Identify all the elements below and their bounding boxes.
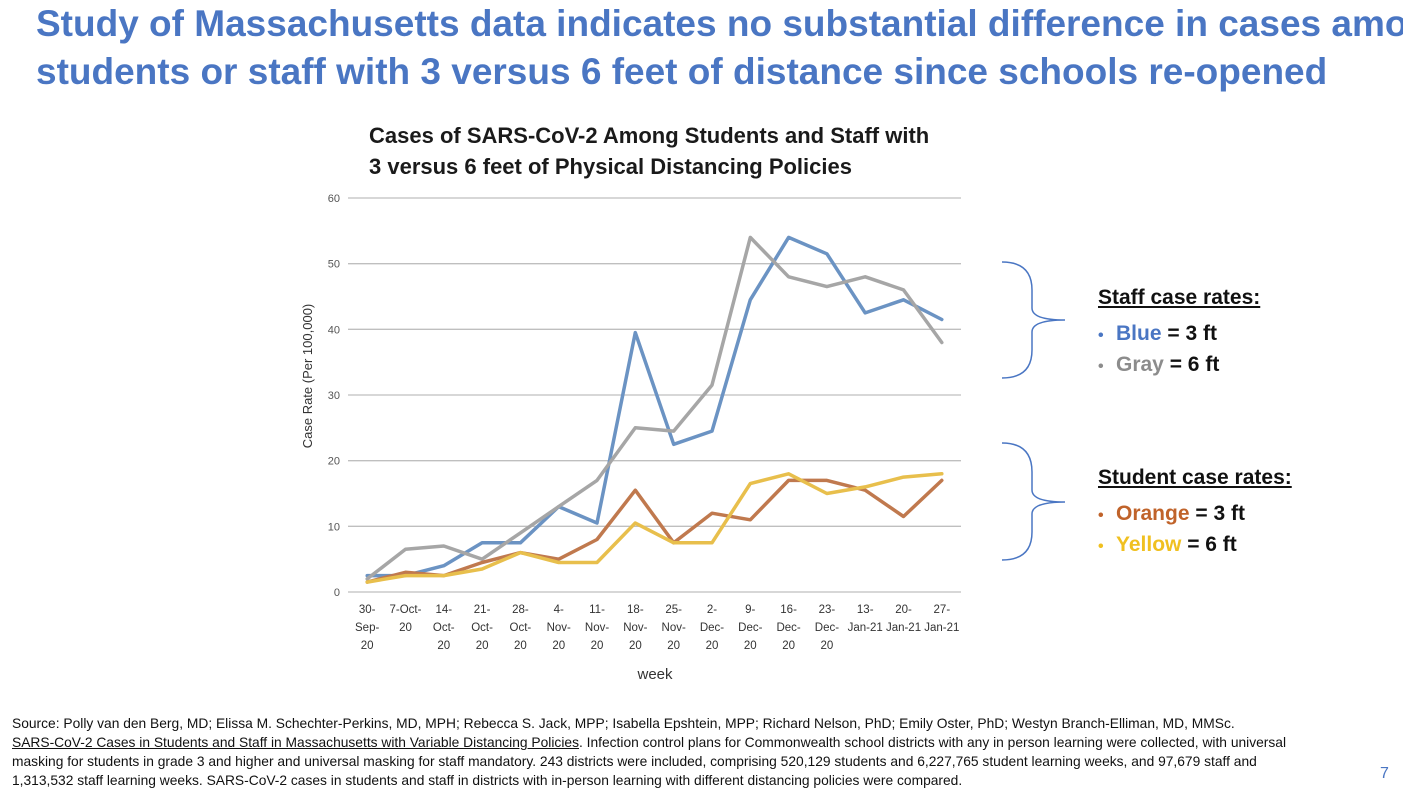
legend-gray-label: Gray	[1116, 353, 1164, 376]
x-tick-label: 4-Nov-20	[547, 604, 571, 652]
y-tick-label: 50	[328, 259, 340, 271]
bullet-icon: •	[1098, 507, 1104, 524]
slide-title: Study of Massachusetts data indicates no…	[36, 0, 1403, 96]
y-tick-label: 40	[328, 324, 340, 336]
student-legend: Student case rates: • Orange = 3 ft • Yell…	[1098, 466, 1292, 560]
x-tick-label: 14-Oct-20	[433, 604, 455, 652]
x-tick-label: 28-Oct-20	[510, 604, 532, 652]
series-line-students-3-ft	[365, 478, 944, 584]
x-tick-label: 21-Oct-20	[471, 604, 493, 652]
staff-brace	[1001, 261, 1066, 379]
y-tick-label: 60	[328, 193, 340, 205]
slide-title-line-2: students or staff with 3 versus 6 feet o…	[36, 51, 1328, 92]
footnote-line-2: SARS-CoV-2 Cases in Students and Staff i…	[12, 733, 1372, 752]
bullet-icon: •	[1098, 327, 1104, 344]
bullet-icon: •	[1098, 538, 1104, 555]
footnote-line-4: 1,313,532 staff learning weeks. SARS-CoV…	[12, 773, 963, 788]
source-footnote: Source: Polly van den Berg, MD; Elissa M…	[12, 714, 1372, 790]
series-line-staff-3-ft	[365, 235, 944, 578]
footnote-line-1: Source: Polly van den Berg, MD; Elissa M…	[12, 716, 1235, 731]
slide-title-line-1: Study of Massachusetts data indicates no…	[36, 3, 1403, 44]
x-tick-label: 18-Nov-20	[623, 604, 647, 652]
legend-blue-value: = 3 ft	[1161, 322, 1217, 345]
x-tick-label: 20-Jan-21	[886, 604, 921, 634]
y-tick-label: 10	[328, 521, 340, 533]
legend-item-blue: • Blue = 3 ft	[1098, 318, 1260, 349]
x-tick-label: 30-Sep-20	[355, 604, 379, 652]
bullet-icon: •	[1098, 358, 1104, 375]
legend-item-gray: • Gray = 6 ft	[1098, 349, 1260, 380]
x-tick-label: 2-Dec-20	[700, 604, 724, 652]
x-tick-label: 27-Jan-21	[924, 604, 959, 634]
x-tick-label: 16-Dec-20	[776, 604, 800, 652]
series-line-students-6-ft	[365, 472, 944, 584]
staff-legend-title: Staff case rates:	[1098, 286, 1261, 309]
x-tick-label: 11-Nov-20	[585, 604, 609, 652]
legend-yellow-value: = 6 ft	[1181, 533, 1237, 556]
legend-item-orange: • Orange = 3 ft	[1098, 498, 1292, 529]
student-legend-title: Student case rates:	[1098, 466, 1292, 489]
y-axis-label: Case Rate (Per 100,000)	[300, 304, 315, 449]
y-tick-label: 0	[334, 587, 340, 599]
legend-item-yellow: • Yellow = 6 ft	[1098, 529, 1292, 560]
legend-orange-value: = 3 ft	[1189, 502, 1245, 525]
x-tick-label: 23-Dec-20	[815, 604, 839, 652]
x-axis-label: week	[636, 666, 673, 683]
x-tick-label: 7-Oct-20	[389, 604, 421, 634]
footnote-line-2-rest: . Infection control plans for Commonweal…	[578, 735, 1287, 750]
chart-title-line-2: 3 versus 6 feet of Physical Distancing P…	[369, 154, 852, 179]
footnote-line-3: masking for students in grade 3 and high…	[12, 754, 1257, 769]
legend-yellow-label: Yellow	[1116, 533, 1182, 556]
y-tick-label: 20	[328, 456, 340, 468]
legend-blue-label: Blue	[1116, 322, 1162, 345]
legend-gray-value: = 6 ft	[1163, 353, 1220, 376]
x-tick-label: 25-Nov-20	[662, 604, 686, 652]
page-number: 7	[1380, 765, 1389, 782]
x-tick-label: 9-Dec-20	[738, 604, 762, 652]
legend-orange-label: Orange	[1116, 502, 1190, 525]
study-title-link[interactable]: SARS-CoV-2 Cases in Students and Staff i…	[12, 735, 579, 750]
chart-title: Cases of SARS-CoV-2 Among Students and S…	[369, 120, 969, 182]
student-brace	[1001, 442, 1066, 561]
chart-title-line-1: Cases of SARS-CoV-2 Among Students and S…	[369, 123, 930, 148]
staff-legend: Staff case rates: • Blue = 3 ft • Gray = 6…	[1098, 286, 1260, 380]
x-tick-label: 13-Jan-21	[848, 604, 883, 634]
series-line-staff-6-ft	[365, 235, 944, 581]
y-tick-label: 30	[328, 390, 340, 402]
